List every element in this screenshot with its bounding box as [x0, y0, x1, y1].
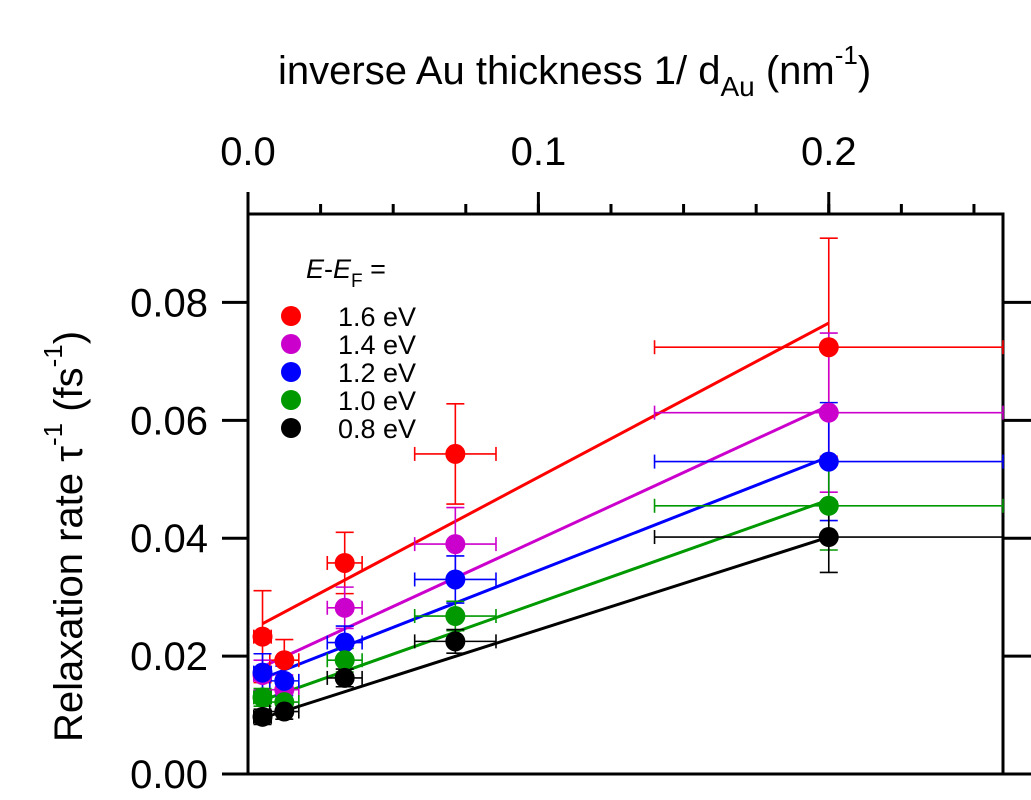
legend-label: 0.8 eV: [338, 414, 416, 444]
fit-line: [261, 404, 830, 669]
y-tick-label: 0.04: [130, 517, 208, 561]
data-point: [445, 606, 466, 627]
y-tick-label: 0.08: [130, 281, 208, 325]
data-point: [818, 337, 839, 358]
data-point: [818, 527, 839, 548]
plot-frame: [246, 212, 1005, 776]
fit-line: [261, 455, 830, 680]
data-point: [252, 626, 273, 647]
y-tick-label: 0.02: [130, 635, 208, 679]
x-axis-title: inverse Au thickness 1/ dAu (nm-1): [278, 40, 871, 102]
x-tick-label: 0.0: [220, 130, 276, 174]
y-axis: 0.00 0.02 0.04 0.06 0.08: [130, 281, 1031, 797]
data-point: [445, 534, 466, 555]
data-point: [274, 701, 295, 722]
legend-label: 1.2 eV: [338, 358, 416, 388]
data-point: [445, 569, 466, 590]
x-tick-label: 0.1: [511, 130, 567, 174]
legend-marker: [281, 334, 301, 354]
legend-marker: [281, 418, 301, 438]
data-point: [252, 662, 273, 683]
data-point: [252, 706, 273, 727]
data-point: [445, 443, 466, 464]
data-point: [334, 667, 355, 688]
fit-line: [261, 321, 830, 626]
data-point: [274, 670, 295, 691]
legend: E-EF = 1.6 eV1.4 eV1.2 eV1.0 eV0.8 eV: [281, 254, 416, 444]
legend-label: 1.0 eV: [338, 386, 416, 416]
data-point: [818, 495, 839, 516]
data-point: [818, 451, 839, 472]
data-point: [334, 552, 355, 573]
x-axis-top: 0.0 0.1 0.2: [220, 130, 976, 214]
y-tick-label: 0.00: [130, 753, 208, 797]
legend-label: 1.4 eV: [338, 330, 416, 360]
data-point: [334, 632, 355, 653]
data-point: [334, 597, 355, 618]
legend-label: 1.6 eV: [338, 302, 416, 332]
fit-lines: [261, 321, 830, 720]
data-point: [334, 650, 355, 671]
data-point: [252, 687, 273, 708]
y-tick-label: 0.06: [130, 399, 208, 443]
fit-line: [262, 535, 830, 720]
legend-marker: [281, 390, 301, 410]
data-points: [252, 337, 839, 727]
fit-line: [262, 498, 830, 702]
data-point: [818, 402, 839, 423]
legend-title: E-EF =: [306, 254, 386, 292]
legend-marker: [281, 362, 301, 382]
data-point: [274, 650, 295, 671]
legend-marker: [281, 306, 301, 326]
plot-border: [246, 212, 1005, 776]
x-tick-label: 0.2: [801, 130, 857, 174]
y-axis-title: Relaxation rate τ-1 (fs-1): [38, 331, 91, 742]
data-point: [445, 631, 466, 652]
